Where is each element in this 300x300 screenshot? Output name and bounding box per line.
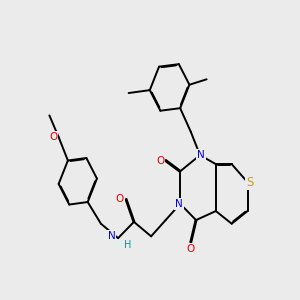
Text: O: O — [116, 194, 124, 204]
Text: O: O — [156, 155, 164, 166]
Text: H: H — [124, 240, 131, 250]
Text: O: O — [49, 132, 57, 142]
Text: S: S — [246, 176, 253, 189]
Text: N: N — [108, 231, 116, 241]
Text: N: N — [197, 150, 205, 160]
Text: O: O — [187, 244, 195, 254]
Text: N: N — [175, 199, 183, 209]
